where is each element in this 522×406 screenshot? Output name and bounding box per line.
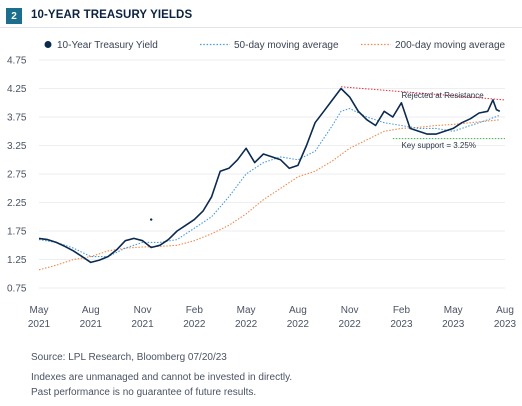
x-tick-month: Nov <box>341 305 359 316</box>
y-tick-label: 1.75 <box>7 227 27 238</box>
annotations: Rejected at Resistance Key support = 3.25… <box>340 86 506 150</box>
resistance-line <box>340 86 506 101</box>
chart-title: 10-YEAR TREASURY YIELDS <box>31 9 193 21</box>
data-point <box>149 218 153 221</box>
x-tick-month: May <box>237 305 256 316</box>
x-tick-year: 2023 <box>390 319 413 330</box>
y-tick-label: 4.25 <box>7 84 27 95</box>
y-tick-label: 2.25 <box>7 198 27 209</box>
support-annotation: Key support = 3.25% <box>401 141 476 150</box>
y-tick-label: 2.75 <box>7 170 27 181</box>
x-tick-month: May <box>444 305 463 316</box>
legend-label-yield: 10-Year Treasury Yield <box>57 40 158 51</box>
series-lines <box>38 87 501 271</box>
y-tick-label: 4.75 <box>7 56 27 67</box>
title-divider <box>0 27 522 28</box>
x-tick-year: 2022 <box>183 319 206 330</box>
series-line-ma50 <box>38 107 500 258</box>
y-tick-label: 0.75 <box>7 284 27 295</box>
x-tick-month: Feb <box>186 305 204 316</box>
grid-lines <box>39 59 505 289</box>
legend-marker-yield <box>44 41 52 48</box>
footer-disclaimer-1: Indexes are unmanaged and cannot be inve… <box>31 372 293 383</box>
x-tick-month: Aug <box>82 305 100 316</box>
legend-label-ma50: 50-day moving average <box>234 40 339 51</box>
x-tick-month: May <box>30 305 49 316</box>
x-tick-year: 2021 <box>131 319 154 330</box>
y-tick-label: 3.25 <box>7 141 27 152</box>
y-tick-label: 3.75 <box>7 113 27 124</box>
figure-number-badge: 2 <box>6 8 22 24</box>
resistance-annotation: Rejected at Resistance <box>401 91 484 100</box>
x-tick-month: Nov <box>134 305 152 316</box>
footer-disclaimer-2: Past performance is no guarantee of futu… <box>31 387 257 398</box>
x-axis: May 2021 Aug 2021 Nov 2021 Feb 2022 May 2022 Aug 20… <box>28 305 517 330</box>
x-tick-year: 2021 <box>80 319 103 330</box>
series-line-ma200 <box>38 119 500 271</box>
y-tick-label: 1.25 <box>7 255 27 266</box>
x-tick-year: 2023 <box>442 319 465 330</box>
x-tick-month: Feb <box>393 305 411 316</box>
footer-source: Source: LPL Research, Bloomberg 07/20/23 <box>31 352 227 363</box>
chart-legend: 10-Year Treasury Yield 50-day moving ave… <box>44 40 506 51</box>
x-tick-month: Aug <box>496 305 514 316</box>
legend-label-ma200: 200-day moving average <box>395 40 506 51</box>
y-axis: 4.75 4.25 3.75 3.25 2.75 2.25 1.75 1.25 0.75 <box>7 56 27 295</box>
x-tick-year: 2023 <box>494 319 517 330</box>
x-tick-year: 2022 <box>287 319 310 330</box>
x-tick-month: Aug <box>289 305 307 316</box>
x-tick-year: 2021 <box>28 319 51 330</box>
x-tick-year: 2022 <box>339 319 362 330</box>
series-line-yield <box>38 87 501 264</box>
x-tick-year: 2022 <box>235 319 258 330</box>
